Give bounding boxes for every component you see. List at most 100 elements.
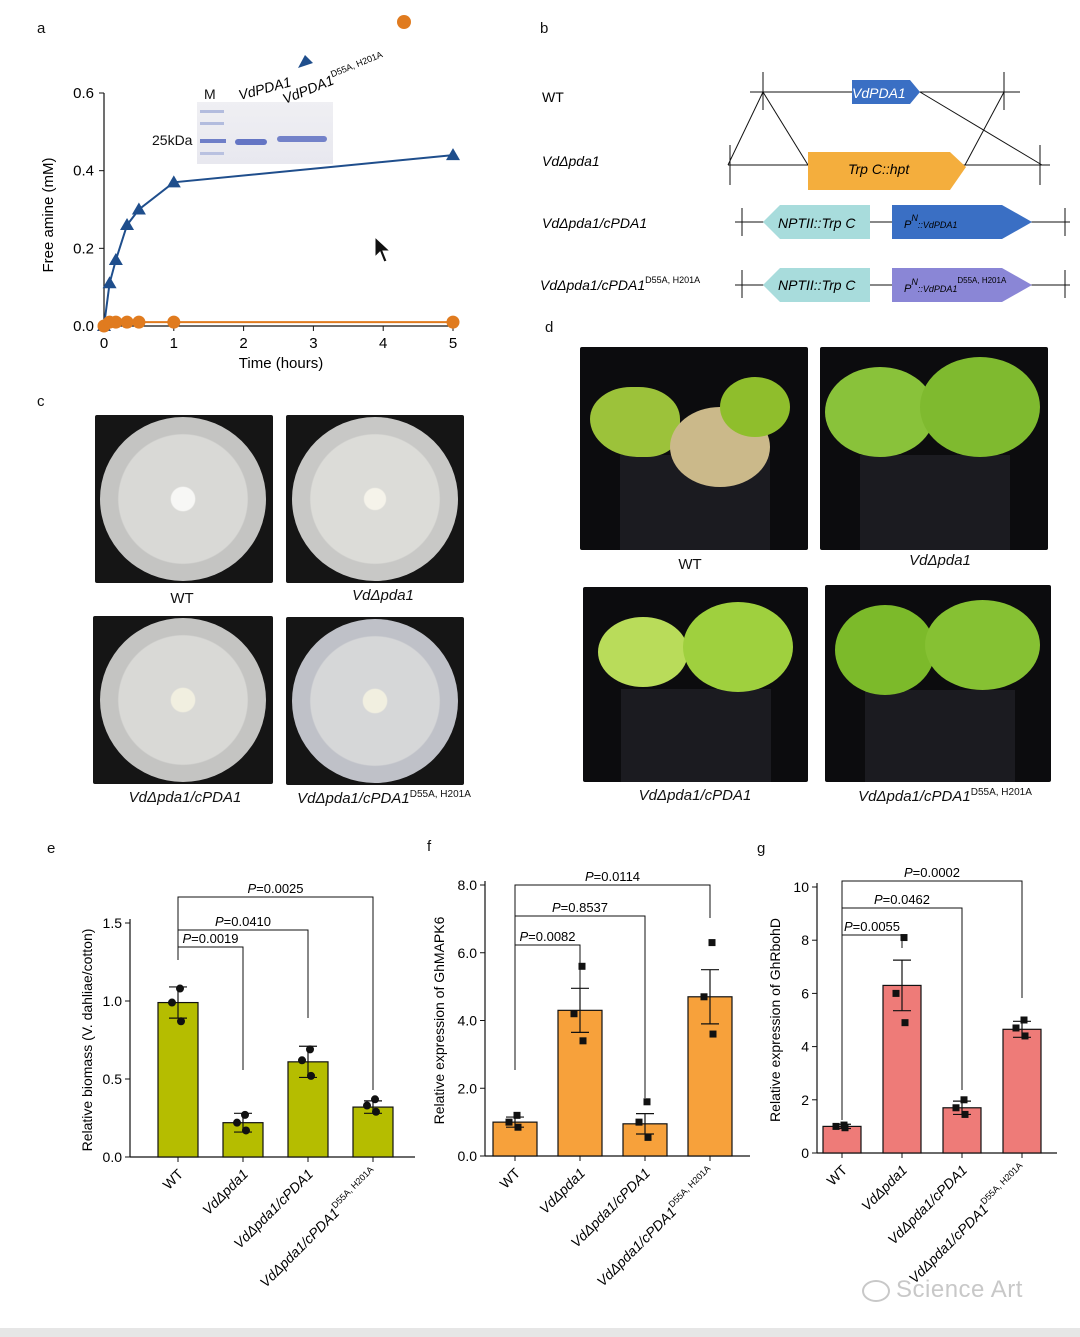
panel-a-chart: 0.0 0.2 0.4 0.6 0 1 2 3 4 5 Free amine (mM) Time… (40, 15, 460, 372)
gel-lane-m: M (204, 86, 216, 102)
construct-label-wt: WT (542, 89, 564, 105)
panel-a-ylabel: Free amine (mM) (40, 157, 57, 272)
plant-pot (621, 689, 771, 782)
panel-a-yticks: 0.0 0.2 0.4 0.6 (73, 85, 104, 335)
y-tick-label: 10 (793, 879, 809, 895)
fungal-colony (100, 618, 266, 782)
panel-a-series (97, 148, 460, 333)
gene-label-pn-vdpda1: PN::VdPDA1 (904, 213, 957, 231)
p-italic: P (552, 900, 561, 915)
watermark: Science Art (862, 1276, 1023, 1304)
category-label-text: WT (159, 1165, 186, 1192)
significance-bracket (177, 896, 374, 1090)
category-label-text: VdΔpda1 (858, 1162, 910, 1214)
p-value-label: P=0.0082 (519, 929, 575, 944)
data-point (900, 934, 908, 942)
data-point (841, 1124, 849, 1132)
gene-arrow-pn-vdpda1-mut (892, 268, 1032, 302)
category-label: VdΔpda1 (858, 1162, 910, 1214)
data-point-circle (167, 315, 181, 329)
x-tick-label: 0 (100, 335, 108, 352)
gene-arrow-trpc-hpt (808, 152, 966, 190)
y-axis-label: Relative expression of GhMAPK6 (431, 916, 447, 1124)
series-line-1 (103, 154, 454, 327)
data-point (635, 1118, 643, 1126)
p-value: =0.0055 (853, 919, 900, 934)
plate-photo-deletion (286, 415, 464, 583)
data-point-circle (446, 315, 460, 329)
y-tick-label: 2.0 (458, 1080, 478, 1096)
x-tick-label: 2 (239, 335, 247, 352)
data-point (1021, 1032, 1029, 1040)
bar (157, 1001, 199, 1158)
data-point (892, 989, 900, 997)
y-tick-label: 0.0 (103, 1149, 123, 1165)
bar (1002, 1028, 1042, 1154)
p-italic: P (215, 914, 224, 929)
data-point (372, 1107, 380, 1116)
y-tick-label: 0.4 (73, 163, 94, 180)
data-point (832, 1122, 840, 1130)
plate-photo-wt (95, 415, 273, 583)
category-label: VdΔpda1/cPDA1D55A, H201A (592, 1163, 718, 1289)
category-label: VdΔpda1/cPDA1D55A, H201A (904, 1160, 1030, 1286)
p-italic: P (182, 931, 191, 946)
data-point (168, 998, 176, 1007)
gene-label-trpc-hpt: Trp C::hpt (848, 161, 910, 177)
panel-b-constructs: WT VdPDA1 VdΔpda1 Trp C::hpt VdΔpda1/cPD… (540, 72, 1070, 302)
p-value-label: P=0.0410 (215, 914, 271, 929)
p-value: =0.0410 (224, 914, 271, 929)
panel-letter-e: e (47, 840, 56, 857)
plant-photo-deletion (820, 347, 1048, 550)
data-point (242, 1126, 250, 1135)
category-label: VdΔpda1/cPDA1D55A, H201A (255, 1164, 381, 1290)
construct-label-deletion: VdΔpda1 (542, 153, 600, 169)
data-point (514, 1123, 522, 1131)
data-point (513, 1111, 521, 1119)
data-point (644, 1133, 652, 1141)
plant-photo-wt (580, 347, 808, 550)
p-value: =0.0462 (883, 892, 930, 907)
gene-arrow-nptii-2 (763, 268, 870, 302)
data-point (578, 962, 586, 970)
data-point (643, 1098, 651, 1106)
plant-caption-deletion: VdΔpda1 (909, 552, 971, 569)
data-point (570, 1010, 578, 1018)
mouse-cursor-icon (374, 235, 392, 263)
y-tick-label: 0.5 (103, 1071, 123, 1087)
y-tick-label: 4 (801, 1039, 809, 1055)
construct-label-mutant: VdΔpda1/cPDA1D55A, H201A (540, 275, 700, 293)
wechat-icon (862, 1279, 890, 1302)
plate-caption-deletion: VdΔpda1 (352, 587, 414, 604)
p-italic: P (904, 865, 913, 880)
x-tick-label: 3 (309, 335, 317, 352)
data-point (579, 1037, 587, 1045)
data-point (709, 1030, 717, 1038)
y-axis-label: Relative biomass (V. dahliae/cotton) (79, 929, 95, 1152)
significance-bracket (514, 884, 711, 1070)
data-point (960, 1096, 968, 1104)
data-point-triangle (108, 252, 123, 265)
bottom-edge (0, 1328, 1080, 1337)
p-italic: P (844, 919, 853, 934)
data-point-circle (120, 315, 134, 329)
plate-photo-mutant (286, 617, 464, 785)
data-point (306, 1045, 314, 1054)
data-point (505, 1118, 513, 1126)
x-tick-label: 4 (379, 335, 387, 352)
y-tick-label: 0.6 (73, 85, 94, 102)
panel-a-xticks: 0 1 2 3 4 5 (100, 326, 457, 352)
data-point (177, 1017, 185, 1026)
data-point (901, 1019, 909, 1027)
gene-arrow-vdpda1 (852, 80, 920, 104)
p-italic: P (247, 881, 256, 896)
panel-letter-b: b (540, 20, 549, 37)
data-point (298, 1056, 306, 1065)
category-label-text: VdΔpda1 (199, 1166, 251, 1218)
data-point (961, 1110, 969, 1118)
data-point (700, 993, 708, 1001)
y-tick-label: 4.0 (458, 1013, 478, 1029)
category-label: WT (823, 1161, 850, 1188)
data-point (371, 1095, 379, 1104)
category-label-sup: D55A, H201A (329, 1164, 375, 1210)
